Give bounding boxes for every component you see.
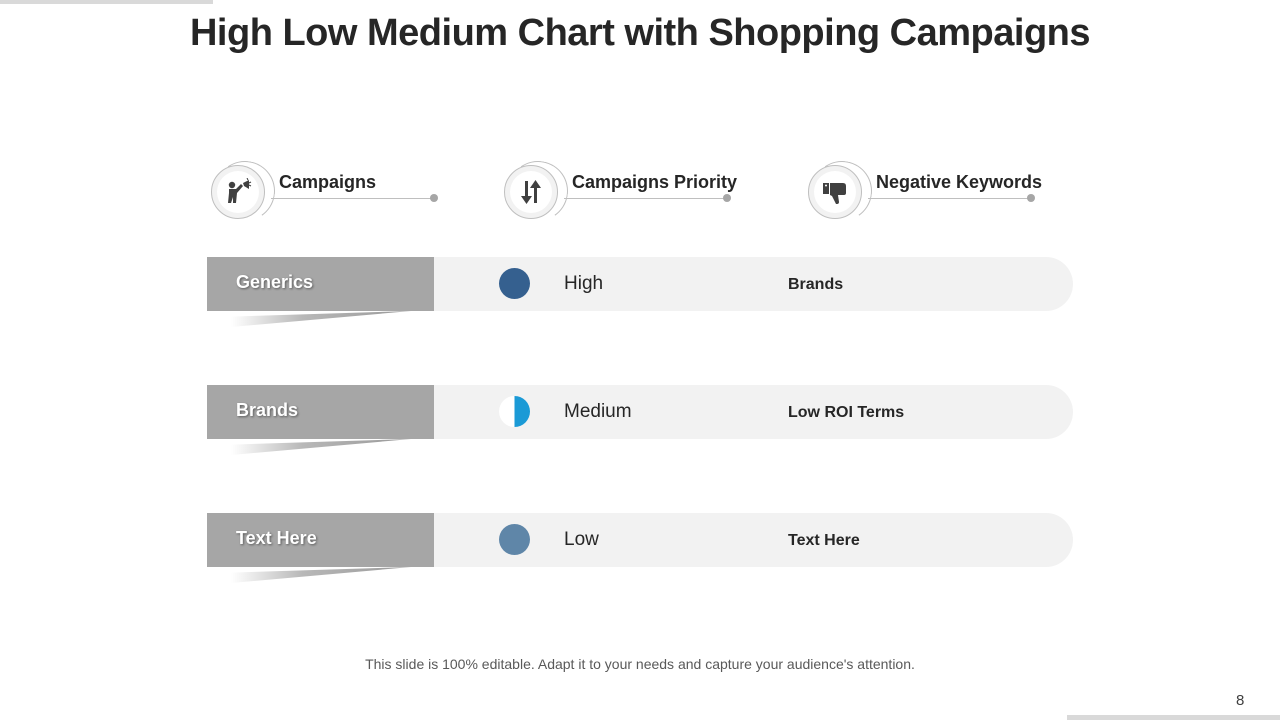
header-campaigns-priority: Campaigns Priority bbox=[503, 156, 804, 226]
row-tab: Text Here bbox=[207, 513, 434, 567]
header-label-campaigns: Campaigns bbox=[279, 172, 377, 192]
priority-high-indicator bbox=[499, 268, 530, 299]
header-negative-keywords: Negative Keywords bbox=[807, 156, 1108, 226]
row-campaign-label: Generics bbox=[236, 272, 314, 292]
slide-title: High Low Medium Chart with Shopping Camp… bbox=[189, 12, 1091, 54]
top-accent-bar bbox=[0, 0, 213, 4]
row-keyword-label: Brands bbox=[788, 276, 844, 293]
row-campaign-label: Brands bbox=[236, 400, 299, 420]
header-label-campaigns-priority: Campaigns Priority bbox=[572, 172, 738, 192]
indicator-fill bbox=[514, 396, 530, 427]
bottom-accent-bar bbox=[1067, 715, 1280, 720]
row-keyword-label: Text Here bbox=[788, 532, 860, 549]
page-number: 8 bbox=[1236, 692, 1245, 709]
row-priority-label: High bbox=[564, 273, 604, 294]
row-text-here: Text Here Low Text Here bbox=[207, 513, 1073, 583]
row-priority-label: Low bbox=[564, 529, 599, 550]
row-generics: Generics High Brands bbox=[207, 257, 1073, 327]
row-keyword-label: Low ROI Terms bbox=[788, 404, 905, 421]
row-campaign-label: Text Here bbox=[236, 528, 317, 548]
header-campaigns: Campaigns bbox=[210, 156, 511, 226]
priority-medium-indicator bbox=[499, 396, 530, 427]
row-tab: Brands bbox=[207, 385, 434, 439]
indicator-fill bbox=[499, 524, 530, 555]
header-label-negative-keywords: Negative Keywords bbox=[876, 172, 1043, 192]
up-down-arrows-icon bbox=[504, 165, 558, 219]
row-brands: Brands Medium Low ROI Terms bbox=[207, 385, 1073, 455]
row-priority-label: Medium bbox=[564, 401, 632, 422]
thumbs-down-icon bbox=[808, 165, 862, 219]
priority-low-indicator bbox=[499, 524, 530, 555]
row-tab: Generics bbox=[207, 257, 434, 311]
indicator-fill bbox=[499, 268, 530, 299]
megaphone-person-icon bbox=[211, 165, 265, 219]
slide-footer-note: This slide is 100% editable. Adapt it to… bbox=[365, 656, 915, 672]
